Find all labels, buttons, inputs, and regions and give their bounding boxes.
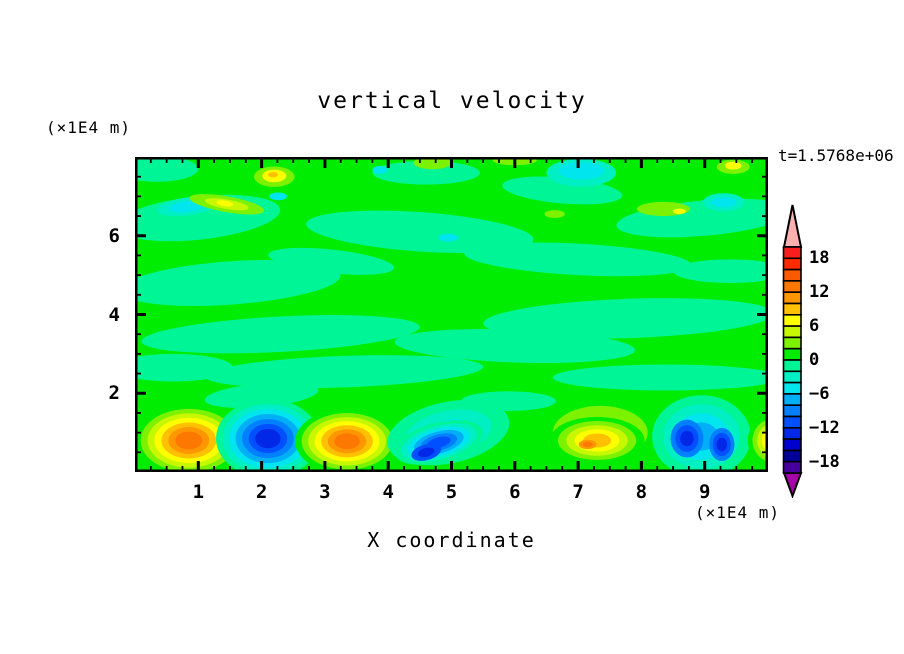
field-texture-patch: [135, 260, 341, 306]
x-tick-label: 1: [192, 481, 205, 503]
contour-feature-updraft: [175, 431, 203, 450]
field-texture-patch: [413, 157, 452, 170]
colorbar-cell: [782, 280, 802, 294]
colorbar-cell: [782, 336, 802, 350]
colorbar-tick-label: −12: [809, 417, 840, 438]
y-tick-label: 6: [108, 224, 120, 247]
field-texture-patch: [673, 208, 686, 215]
x-tick-label: 3: [319, 481, 331, 503]
colorbar-cell: [782, 427, 802, 440]
contour-feature-downdraft: [716, 437, 728, 452]
field-texture-patch: [135, 157, 199, 182]
field-texture-patch: [724, 161, 742, 170]
field-texture-patch: [673, 259, 768, 283]
field-texture-patch: [268, 247, 395, 275]
x-axis-title: X coordinate: [367, 528, 536, 552]
field-texture-patch: [438, 233, 459, 242]
colorbar-cell: [782, 325, 802, 339]
x-tick-label: 4: [382, 481, 394, 503]
field-texture-patch: [141, 315, 420, 354]
colorbar-cell: [782, 438, 802, 452]
field-texture-patch: [372, 166, 388, 174]
time-annotation: t=1.5768e+06: [778, 146, 894, 165]
x-tick-label: 8: [635, 481, 648, 503]
colorbar-tick-label: 12: [809, 282, 830, 303]
colorbar-tick-label: 18: [809, 248, 830, 269]
contour-feature-downdraft: [680, 430, 694, 447]
colorbar-cell: [782, 415, 802, 429]
field-texture-patch: [372, 160, 480, 185]
field-texture-patch: [216, 200, 234, 207]
colorbar-cell: [782, 460, 802, 474]
colorbar-tick-label: −18: [809, 451, 840, 472]
field-texture-patch: [711, 197, 737, 208]
colorbar-cell: [782, 404, 802, 418]
y-tick-label: 2: [108, 382, 120, 405]
contour-feature-downdraft: [417, 447, 435, 458]
contour-feature-updraft: [334, 433, 360, 450]
colorbar-cell: [782, 359, 802, 373]
y-axis-unit-label: (×1E4 m): [46, 118, 132, 137]
x-tick-label: 2: [255, 481, 268, 503]
colorbar-cell: [782, 449, 802, 463]
y-tick-label: 4: [108, 303, 120, 326]
colorbar-cell: [782, 381, 802, 395]
colorbar-cell: [782, 291, 802, 305]
plot-title: vertical velocity: [317, 88, 587, 114]
x-tick-label: 5: [445, 481, 458, 503]
colorbar-tick-label: −6: [809, 383, 830, 404]
x-tick-label: 9: [698, 481, 711, 503]
colorbar-cell: [782, 246, 802, 260]
x-tick-label: 7: [572, 481, 584, 503]
colorbar-cell: [782, 393, 802, 406]
x-tick-label: 6: [509, 481, 521, 503]
contour-plot-area: [135, 157, 768, 472]
colorbar-cell: [782, 257, 802, 271]
field-texture-patch: [204, 355, 484, 389]
field-texture-patch: [558, 162, 605, 180]
field-texture-patch: [204, 382, 319, 408]
colorbar: [782, 204, 803, 498]
colorbar-cell: [782, 347, 802, 361]
colorbar-under-arrow: [782, 472, 803, 498]
field-texture-patch: [464, 242, 692, 277]
field-texture-patch: [269, 192, 287, 201]
plot-frame: [135, 157, 768, 472]
colorbar-tick-label: 6: [809, 316, 820, 337]
x-axis-unit-label: (×1E4 m): [694, 503, 780, 522]
colorbar-over-arrow: [782, 204, 803, 248]
contour-feature-updraft: [582, 441, 593, 448]
colorbar-cell: [782, 370, 802, 384]
field-texture-patch: [483, 298, 768, 339]
field-texture-patch: [552, 364, 768, 391]
colorbar-cell: [782, 268, 802, 282]
colorbar-tick-label: 0: [809, 350, 820, 370]
contour-feature-downdraft: [255, 428, 281, 449]
field-texture-patch: [544, 210, 565, 219]
field-texture-patch: [306, 210, 534, 253]
colorbar-cell: [782, 302, 802, 316]
field-texture-patch: [135, 353, 234, 382]
colorbar-cell: [782, 314, 802, 327]
field-texture-patch: [267, 171, 279, 178]
